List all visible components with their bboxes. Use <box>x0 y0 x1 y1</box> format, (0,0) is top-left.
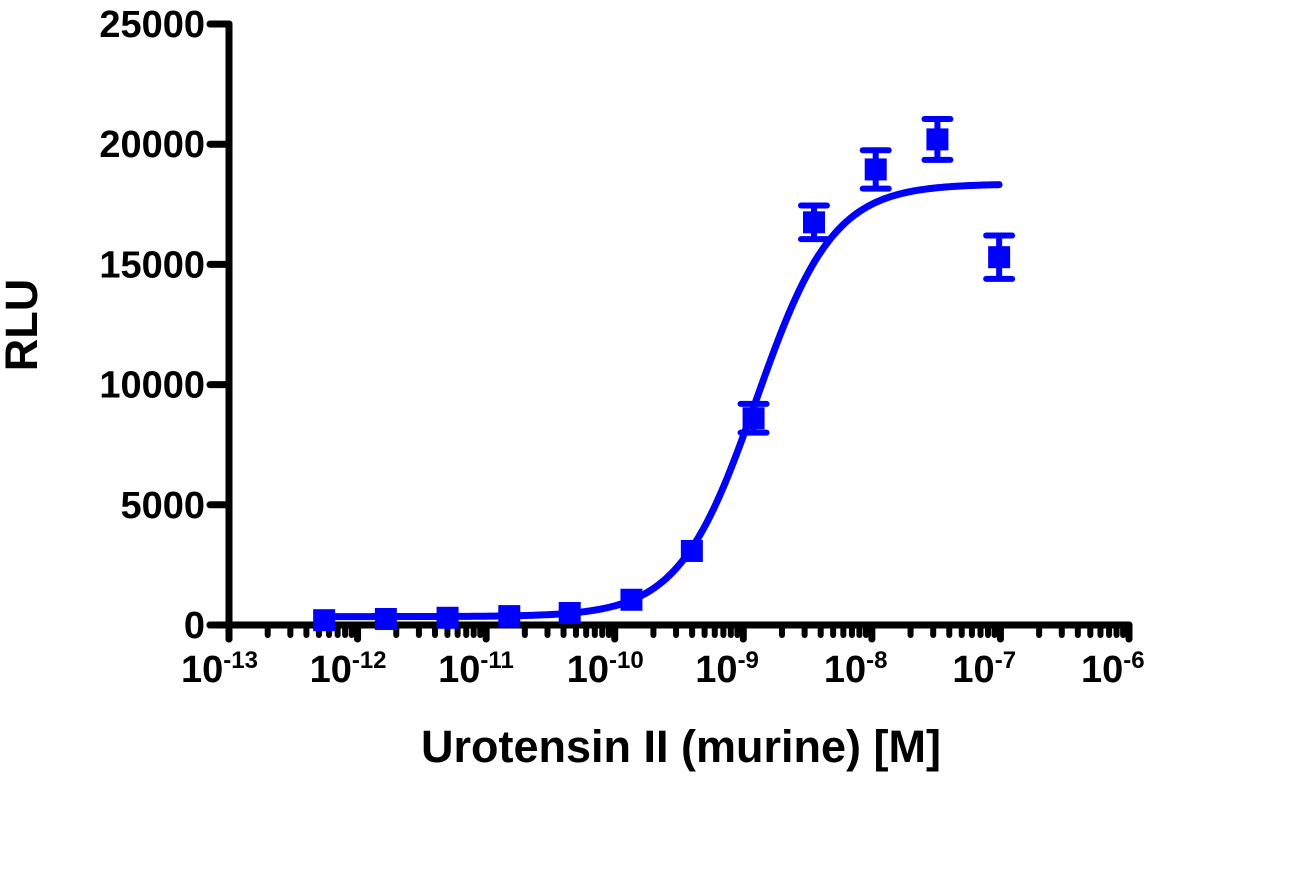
y-tick-label: 5000 <box>120 485 205 527</box>
square-marker <box>558 601 581 624</box>
square-marker <box>313 609 336 632</box>
x-tick-label: 10-10 <box>567 647 644 691</box>
data-point <box>798 202 830 243</box>
data-point <box>498 605 521 628</box>
data-point <box>737 400 770 436</box>
x-axis: 10-13 10-12 10-11 10-10 10-9 10-8 10-7 10-6 <box>181 621 1145 691</box>
data-points <box>313 115 1016 632</box>
square-marker <box>742 407 765 430</box>
data-point <box>680 539 703 562</box>
data-point <box>313 609 336 632</box>
data-point <box>436 606 459 629</box>
y-tick-label: 0 <box>184 605 205 647</box>
square-marker <box>864 158 887 181</box>
square-marker <box>436 606 459 629</box>
x-tick-label: 10-7 <box>952 647 1016 691</box>
square-marker <box>988 246 1011 269</box>
y-tick-label: 20000 <box>99 124 205 166</box>
square-marker <box>498 605 521 628</box>
x-tick-label: 10-8 <box>824 647 888 691</box>
y-tick-label: 15000 <box>99 244 205 286</box>
x-tick-label: 10-6 <box>1081 647 1145 691</box>
square-marker <box>680 539 703 562</box>
data-point <box>558 601 581 624</box>
square-marker <box>803 211 825 234</box>
y-axis: 0 5000 10000 15000 20000 25000 <box>99 4 233 647</box>
data-point <box>374 607 397 630</box>
data-point <box>983 232 1016 282</box>
x-tick-label: 10-12 <box>310 647 387 691</box>
y-tick-label: 10000 <box>99 365 205 407</box>
x-tick-label: 10-11 <box>438 647 514 691</box>
x-axis-title: Urotensin II (murine) [M] <box>421 721 941 772</box>
data-point <box>620 588 643 611</box>
y-tick-label: 25000 <box>99 4 205 46</box>
x-tick-label: 10-13 <box>181 647 258 691</box>
data-point <box>859 147 892 192</box>
data-point <box>921 115 954 163</box>
x-tick-label: 10-9 <box>695 647 759 691</box>
square-marker <box>926 128 949 151</box>
square-marker <box>374 607 397 630</box>
square-marker <box>620 588 643 611</box>
y-axis-title: RLU <box>0 279 47 371</box>
fit-curve <box>320 181 1003 621</box>
